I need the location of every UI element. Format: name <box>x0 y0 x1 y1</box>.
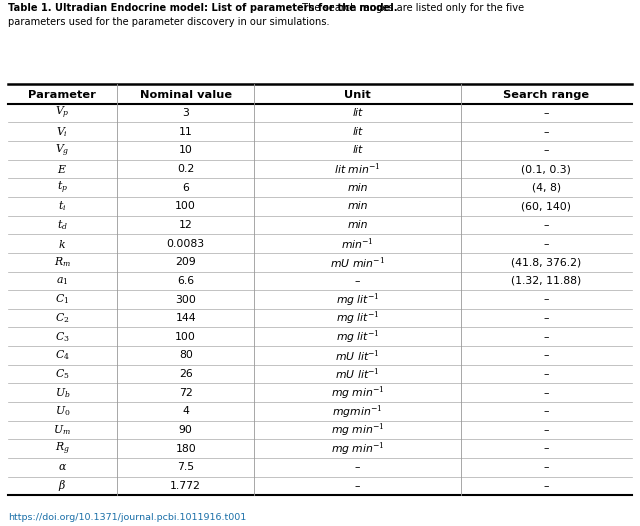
Text: –: – <box>544 462 549 472</box>
Text: parameters used for the parameter discovery in our simulations.: parameters used for the parameter discov… <box>8 17 330 27</box>
Text: $\alpha$: $\alpha$ <box>58 462 67 472</box>
Text: 144: 144 <box>175 313 196 323</box>
Text: 72: 72 <box>179 388 193 398</box>
Text: (1.32, 11.88): (1.32, 11.88) <box>511 276 582 286</box>
Text: https://doi.org/10.1371/journal.pcbi.1011916.t001: https://doi.org/10.1371/journal.pcbi.101… <box>8 513 246 522</box>
Text: $\beta$: $\beta$ <box>58 478 67 493</box>
Text: 7.5: 7.5 <box>177 462 195 472</box>
Text: 11: 11 <box>179 127 193 137</box>
Text: –: – <box>544 313 549 323</box>
Text: $t_d$: $t_d$ <box>57 218 68 232</box>
Text: $E$: $E$ <box>58 163 67 175</box>
Text: 90: 90 <box>179 425 193 435</box>
Text: –: – <box>544 350 549 360</box>
Text: –: – <box>544 388 549 398</box>
Text: mU min$^{-1}$: mU min$^{-1}$ <box>330 255 385 269</box>
Text: $C_5$: $C_5$ <box>55 367 70 381</box>
Text: $C_4$: $C_4$ <box>55 349 70 362</box>
Text: Unit: Unit <box>344 89 371 99</box>
Text: min$^{-1}$: min$^{-1}$ <box>341 236 374 251</box>
Text: 209: 209 <box>175 257 196 267</box>
Text: 10: 10 <box>179 145 193 155</box>
Text: 100: 100 <box>175 332 196 342</box>
Text: –: – <box>544 332 549 342</box>
Text: mg lit$^{-1}$: mg lit$^{-1}$ <box>336 310 380 327</box>
Text: (60, 140): (60, 140) <box>522 201 572 211</box>
Text: 180: 180 <box>175 443 196 453</box>
Text: 300: 300 <box>175 295 196 305</box>
Text: 1.772: 1.772 <box>170 481 201 491</box>
Text: lit: lit <box>353 145 363 155</box>
Text: $R_g$: $R_g$ <box>55 440 70 457</box>
Text: –: – <box>544 425 549 435</box>
Text: $V_i$: $V_i$ <box>56 125 68 139</box>
Text: mg min$^{-1}$: mg min$^{-1}$ <box>331 385 385 401</box>
Text: 12: 12 <box>179 220 193 230</box>
Text: mg lit$^{-1}$: mg lit$^{-1}$ <box>336 291 380 308</box>
Text: Parameter: Parameter <box>28 89 96 99</box>
Text: (41.8, 376.2): (41.8, 376.2) <box>511 257 582 267</box>
Text: 26: 26 <box>179 369 193 379</box>
Text: $R_m$: $R_m$ <box>54 255 71 269</box>
Text: 4: 4 <box>182 406 189 416</box>
Text: mg min$^{-1}$: mg min$^{-1}$ <box>331 422 385 438</box>
Text: –: – <box>544 481 549 491</box>
Text: mU lit$^{-1}$: mU lit$^{-1}$ <box>335 348 380 363</box>
Text: –: – <box>544 127 549 137</box>
Text: $C_3$: $C_3$ <box>55 330 70 343</box>
Text: Nominal value: Nominal value <box>140 89 232 99</box>
Text: $a_1$: $a_1$ <box>56 275 68 287</box>
Text: mg lit$^{-1}$: mg lit$^{-1}$ <box>336 328 380 345</box>
Text: –: – <box>544 369 549 379</box>
Text: –: – <box>544 145 549 155</box>
Text: $C_1$: $C_1$ <box>55 292 69 307</box>
Text: Search range: Search range <box>504 89 589 99</box>
Text: 100: 100 <box>175 201 196 211</box>
Text: mg min$^{-1}$: mg min$^{-1}$ <box>331 440 385 457</box>
Text: $C_2$: $C_2$ <box>55 311 70 325</box>
Text: $U_b$: $U_b$ <box>54 386 70 400</box>
Text: min: min <box>348 220 368 230</box>
Text: –: – <box>544 443 549 453</box>
Text: min: min <box>348 183 368 193</box>
Text: 6: 6 <box>182 183 189 193</box>
Text: Table 1. Ultradian Endocrine model: List of parameters for the model.: Table 1. Ultradian Endocrine model: List… <box>8 3 397 13</box>
Text: $t_p$: $t_p$ <box>57 179 68 196</box>
Text: 0.2: 0.2 <box>177 164 195 174</box>
Text: $U_0$: $U_0$ <box>54 404 70 418</box>
Text: $V_g$: $V_g$ <box>55 142 70 159</box>
Text: $t_i$: $t_i$ <box>58 199 67 213</box>
Text: –: – <box>544 108 549 118</box>
Text: –: – <box>355 481 360 491</box>
Text: lit: lit <box>353 127 363 137</box>
Text: lit min$^{-1}$: lit min$^{-1}$ <box>334 162 381 176</box>
Text: –: – <box>544 406 549 416</box>
Text: $k$: $k$ <box>58 238 67 250</box>
Text: 0.0083: 0.0083 <box>166 239 205 249</box>
Text: –: – <box>544 220 549 230</box>
Text: lit: lit <box>353 108 363 118</box>
Text: mgmin$^{-1}$: mgmin$^{-1}$ <box>332 403 383 420</box>
Text: mU lit$^{-1}$: mU lit$^{-1}$ <box>335 367 380 381</box>
Text: min: min <box>348 201 368 211</box>
Text: $V_p$: $V_p$ <box>55 105 70 122</box>
Text: The search ranges are listed only for the five: The search ranges are listed only for th… <box>299 3 524 13</box>
Text: 3: 3 <box>182 108 189 118</box>
Text: –: – <box>544 295 549 305</box>
Text: 6.6: 6.6 <box>177 276 195 286</box>
Text: (4, 8): (4, 8) <box>532 183 561 193</box>
Text: $U_m$: $U_m$ <box>53 423 71 437</box>
Text: –: – <box>355 276 360 286</box>
Text: –: – <box>544 239 549 249</box>
Text: 80: 80 <box>179 350 193 360</box>
Text: –: – <box>355 462 360 472</box>
Text: (0.1, 0.3): (0.1, 0.3) <box>522 164 572 174</box>
